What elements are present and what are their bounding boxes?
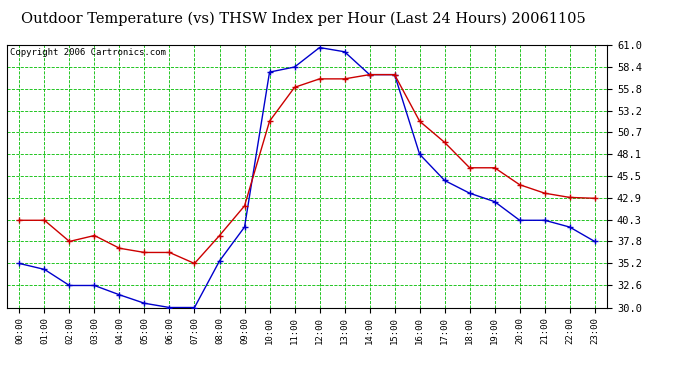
Text: Outdoor Temperature (vs) THSW Index per Hour (Last 24 Hours) 20061105: Outdoor Temperature (vs) THSW Index per … — [21, 11, 586, 26]
Text: Copyright 2006 Cartronics.com: Copyright 2006 Cartronics.com — [10, 48, 166, 57]
